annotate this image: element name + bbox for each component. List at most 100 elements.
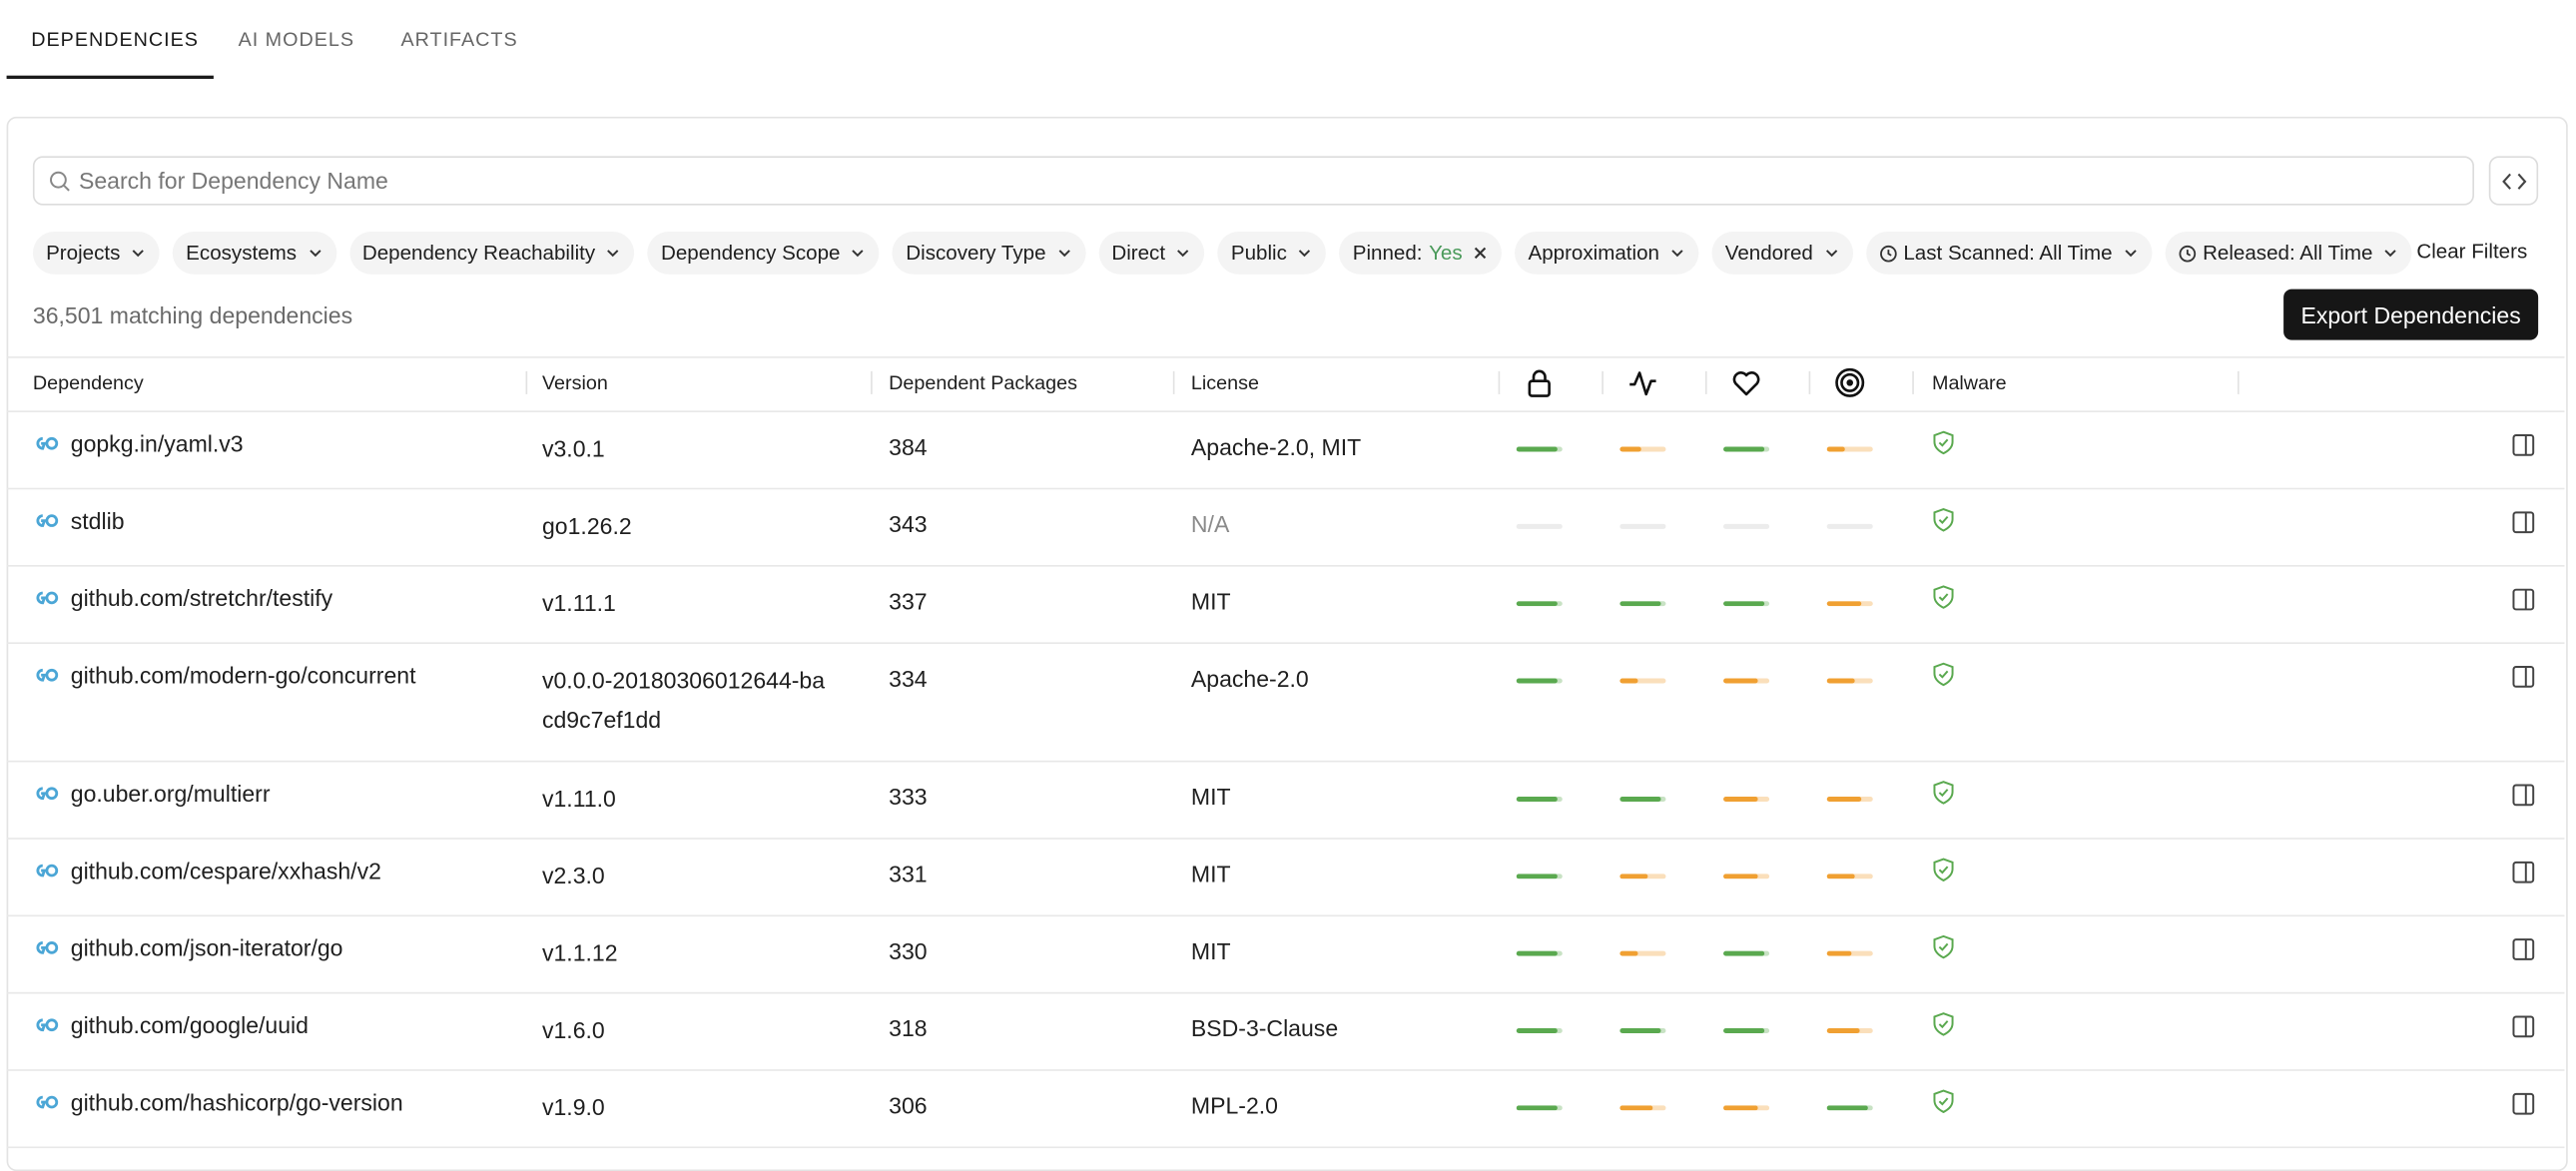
- score-bar: [1619, 950, 1638, 956]
- column-header: License: [1190, 370, 1259, 394]
- tab[interactable]: AI MODELS: [238, 27, 354, 52]
- table-row[interactable]: github.com/cespare/xxhash/v2 v2.3.0 331 MIT: [7, 838, 2565, 914]
- score-bar: [1826, 950, 1853, 956]
- license: MIT: [1190, 861, 1231, 887]
- malware-clean-icon: [1932, 934, 1955, 959]
- filter-chip[interactable]: Last Scanned: All Time: [1865, 232, 2153, 275]
- score-bar: [1619, 797, 1661, 802]
- clear-filters[interactable]: Clear Filters: [2416, 240, 2528, 264]
- score-track: [1826, 1105, 1873, 1111]
- dependent-packages: 384: [889, 433, 928, 460]
- go-logo: [33, 939, 59, 955]
- filter-bar: Projects Ecosystems Dependency Reachabilit…: [32, 232, 2412, 275]
- filter-chip[interactable]: Public: [1217, 232, 1327, 275]
- go-logo: [33, 1094, 59, 1110]
- filter-chip[interactable]: Vendored: [1711, 232, 1853, 275]
- filter-chip[interactable]: Projects: [32, 232, 160, 275]
- chevron-icon-svg: [1299, 250, 1311, 258]
- tab[interactable]: ARTIFACTS: [400, 27, 518, 52]
- details-panel-button: [2512, 511, 2535, 534]
- score-bar: [1516, 950, 1559, 956]
- malware-clean-icon-svg: [1933, 1089, 1954, 1114]
- dependency-name[interactable]: github.com/cespare/xxhash/v2: [70, 857, 381, 884]
- table-row[interactable]: github.com/hashicorp/go-version v1.9.0 306…: [7, 1069, 2565, 1146]
- search-input[interactable]: Search for Dependency Name: [32, 156, 2474, 206]
- code-toggle[interactable]: [2488, 156, 2539, 206]
- filter-chip[interactable]: Dependency Scope: [647, 232, 880, 275]
- details-panel-button: [2512, 588, 2535, 611]
- score-bar: [1619, 1028, 1661, 1033]
- table-row[interactable]: github.com/google/uuid v1.6.0 318 BSD-3-Cla…: [7, 992, 2565, 1069]
- column-header: Version: [541, 370, 608, 394]
- filter-label: Dependency Scope: [660, 241, 841, 265]
- go-logo-svg: [36, 864, 59, 878]
- score-track: [1826, 601, 1873, 607]
- score-bar: [1826, 446, 1846, 452]
- tab[interactable]: DEPENDENCIES: [31, 27, 199, 52]
- dependency-name[interactable]: gopkg.in/yaml.v3: [70, 430, 244, 457]
- dependency-name[interactable]: stdlib: [70, 507, 125, 534]
- dependency-name[interactable]: github.com/json-iterator/go: [70, 934, 343, 961]
- score-header-icon: [1525, 368, 1555, 398]
- dependency-name[interactable]: github.com/stretchr/testify: [70, 584, 333, 612]
- score-track: [1826, 446, 1873, 452]
- chevron-icon: [130, 245, 146, 261]
- chevron-icon-svg: [2125, 250, 2137, 258]
- table-row[interactable]: github.com/json-iterator/go v1.1.12 330 MIT: [7, 914, 2565, 991]
- score-track: [1826, 1028, 1873, 1033]
- column-separator: [1172, 370, 1175, 394]
- version: v3.0.1: [541, 435, 605, 462]
- table-row[interactable]: go.uber.org/multierr v1.11.0 333 MIT: [7, 761, 2565, 838]
- filter-chip[interactable]: Released: All Time: [2165, 232, 2412, 275]
- score-bar: [1826, 601, 1862, 607]
- dependent-packages: 334: [889, 665, 928, 692]
- filter-chip[interactable]: Direct: [1098, 232, 1205, 275]
- score-track: [1723, 678, 1770, 684]
- score-header-icon: [1628, 368, 1658, 398]
- filter-chip[interactable]: Pinned: Yes: [1339, 232, 1503, 275]
- dependency-name[interactable]: github.com/hashicorp/go-version: [70, 1088, 403, 1116]
- export-button[interactable]: Export Dependencies: [2283, 289, 2539, 340]
- filter-chip[interactable]: Approximation: [1515, 232, 1699, 275]
- license: MPL-2.0: [1190, 1092, 1278, 1119]
- version: v1.11.1: [541, 589, 616, 617]
- dependent-packages: 306: [889, 1092, 928, 1119]
- table-row[interactable]: github.com/modern-go/concurrent v0.0.0-20…: [7, 642, 2565, 760]
- row-divider: [6, 1069, 2565, 1071]
- table-row[interactable]: stdlib go1.26.2 343 N/A: [7, 488, 2565, 565]
- filter-value: Yes: [1429, 241, 1463, 265]
- score-track: [1516, 446, 1563, 452]
- chevron-icon-svg: [1057, 250, 1070, 258]
- filter-label: Discovery Type: [906, 241, 1046, 265]
- dependency-name[interactable]: go.uber.org/multierr: [70, 780, 271, 807]
- score-track: [1619, 523, 1666, 529]
- column-separator: [1808, 370, 1811, 394]
- malware-clean-icon-svg: [1933, 1012, 1954, 1036]
- filter-chip[interactable]: Dependency Reachability: [348, 232, 635, 275]
- score-track: [1619, 1105, 1666, 1111]
- score-bar: [1619, 874, 1648, 879]
- code-icon: [2502, 173, 2527, 190]
- table-row[interactable]: gopkg.in/yaml.v3 v3.0.1 384 Apache-2.0, MIT: [7, 410, 2565, 487]
- details-panel-button-svg: [2512, 511, 2535, 534]
- go-logo-svg: [36, 1095, 59, 1109]
- malware-clean-icon-svg: [1933, 430, 1954, 455]
- details-panel-button-svg: [2512, 784, 2535, 807]
- score-track: [1826, 797, 1873, 802]
- score-bar: [1619, 678, 1638, 684]
- filter-label: Pinned:: [1352, 241, 1423, 265]
- filter-label: Ecosystems: [186, 241, 298, 265]
- score-bar: [1723, 950, 1765, 956]
- filter-chip[interactable]: Discovery Type: [893, 232, 1086, 275]
- score-track: [1723, 950, 1770, 956]
- filter-chip[interactable]: Ecosystems: [173, 232, 336, 275]
- details-panel-button-svg: [2512, 938, 2535, 960]
- dependency-name[interactable]: github.com/google/uuid: [70, 1011, 309, 1038]
- score-bar: [1516, 874, 1559, 879]
- chevron-icon-svg: [309, 250, 321, 258]
- table-row[interactable]: github.com/stretchr/testify v1.11.1 337 MIT: [7, 565, 2565, 642]
- chevron-icon: [1055, 245, 1071, 261]
- license: BSD-3-Clause: [1190, 1014, 1339, 1042]
- row-divider: [6, 991, 2565, 994]
- dependency-name[interactable]: github.com/modern-go/concurrent: [70, 662, 416, 689]
